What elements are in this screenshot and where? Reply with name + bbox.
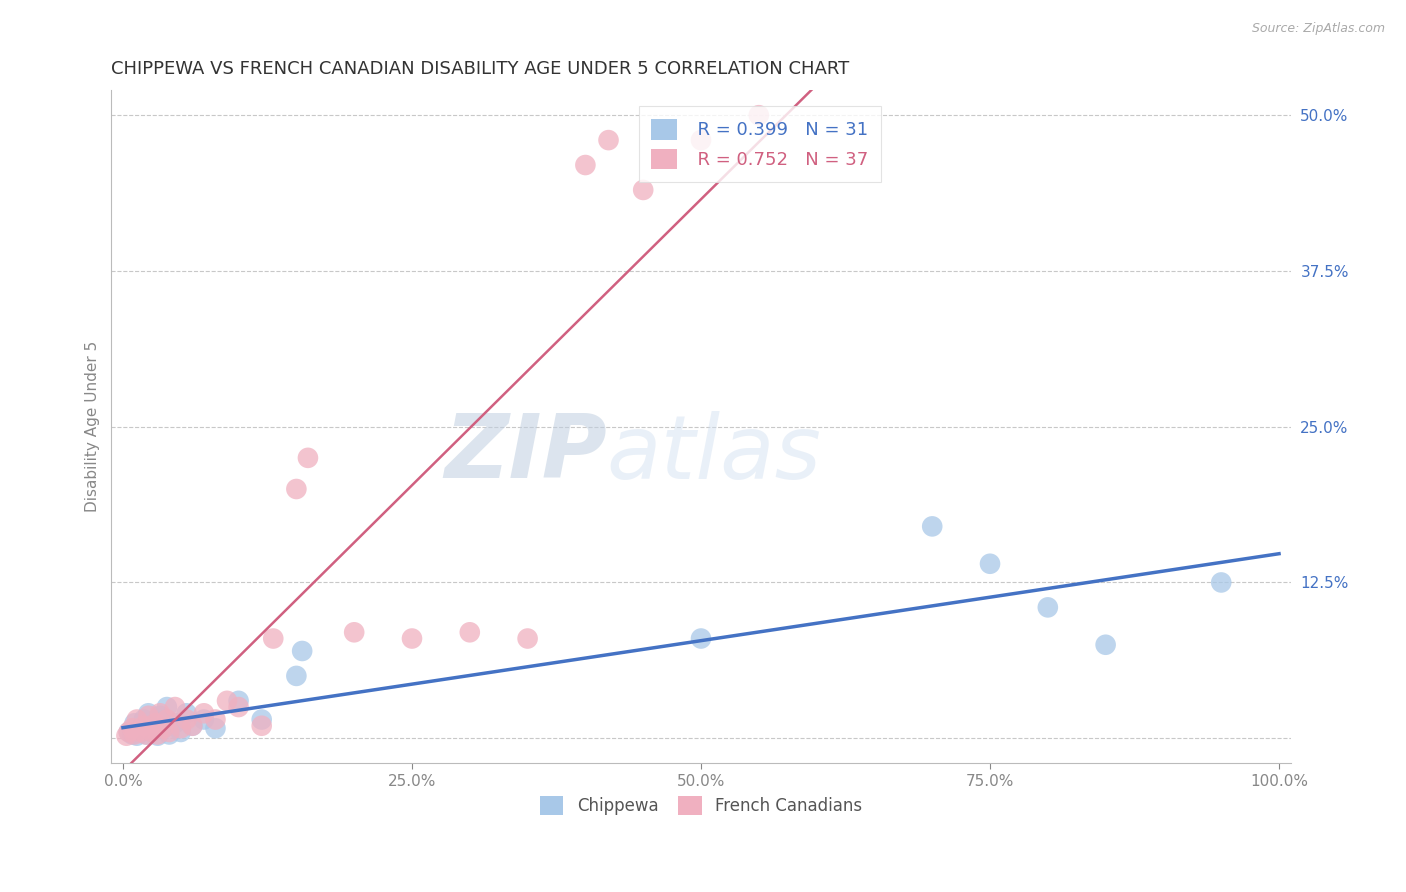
Point xyxy=(118,725,141,739)
Point xyxy=(146,727,169,741)
Point xyxy=(129,721,152,735)
Point xyxy=(138,708,160,723)
Point xyxy=(291,644,314,658)
Point xyxy=(141,725,163,739)
Point xyxy=(204,721,226,735)
Point xyxy=(176,713,198,727)
Point xyxy=(149,708,172,723)
Point xyxy=(262,632,284,646)
Point xyxy=(115,729,138,743)
Point xyxy=(285,669,308,683)
Point xyxy=(690,133,713,147)
Point xyxy=(1094,638,1116,652)
Point xyxy=(149,706,172,721)
Point xyxy=(250,719,273,733)
Point xyxy=(176,706,198,721)
Point xyxy=(1036,600,1059,615)
Point xyxy=(598,133,620,147)
Point xyxy=(748,108,770,122)
Point xyxy=(979,557,1001,571)
Point xyxy=(157,725,180,739)
Point xyxy=(156,713,179,727)
Point xyxy=(516,632,538,646)
Point xyxy=(250,713,273,727)
Point xyxy=(921,519,943,533)
Point xyxy=(152,721,174,735)
Point xyxy=(124,716,146,731)
Point xyxy=(135,727,157,741)
Point xyxy=(228,694,250,708)
Point xyxy=(215,694,238,708)
Point xyxy=(146,729,169,743)
Point xyxy=(156,700,179,714)
Point xyxy=(204,713,226,727)
Point xyxy=(143,719,166,733)
Point xyxy=(170,721,193,735)
Text: Source: ZipAtlas.com: Source: ZipAtlas.com xyxy=(1251,22,1385,36)
Text: atlas: atlas xyxy=(606,410,821,497)
Point xyxy=(157,727,180,741)
Point xyxy=(170,725,193,739)
Point xyxy=(129,725,152,739)
Point xyxy=(297,450,319,465)
Point xyxy=(690,632,713,646)
Point xyxy=(285,482,308,496)
Point xyxy=(458,625,481,640)
Point xyxy=(125,729,148,743)
Legend: Chippewa, French Canadians: Chippewa, French Canadians xyxy=(533,789,869,822)
Point xyxy=(143,716,166,731)
Point xyxy=(181,719,204,733)
Point xyxy=(193,713,215,727)
Text: ZIP: ZIP xyxy=(444,410,606,497)
Point xyxy=(193,706,215,721)
Point xyxy=(401,632,423,646)
Point xyxy=(228,700,250,714)
Point xyxy=(152,721,174,735)
Point xyxy=(125,713,148,727)
Point xyxy=(343,625,366,640)
Point xyxy=(574,158,596,172)
Point xyxy=(141,725,163,739)
Point xyxy=(118,725,141,739)
Text: CHIPPEWA VS FRENCH CANADIAN DISABILITY AGE UNDER 5 CORRELATION CHART: CHIPPEWA VS FRENCH CANADIAN DISABILITY A… xyxy=(111,60,849,78)
Point xyxy=(163,716,186,731)
Point xyxy=(121,721,143,735)
Point xyxy=(132,719,155,733)
Point xyxy=(1211,575,1233,590)
Y-axis label: Disability Age Under 5: Disability Age Under 5 xyxy=(86,341,100,512)
Point xyxy=(135,727,157,741)
Point xyxy=(181,719,204,733)
Point xyxy=(138,706,160,721)
Point xyxy=(121,727,143,741)
Point xyxy=(132,713,155,727)
Point xyxy=(124,727,146,741)
Point xyxy=(631,183,654,197)
Point xyxy=(163,700,186,714)
